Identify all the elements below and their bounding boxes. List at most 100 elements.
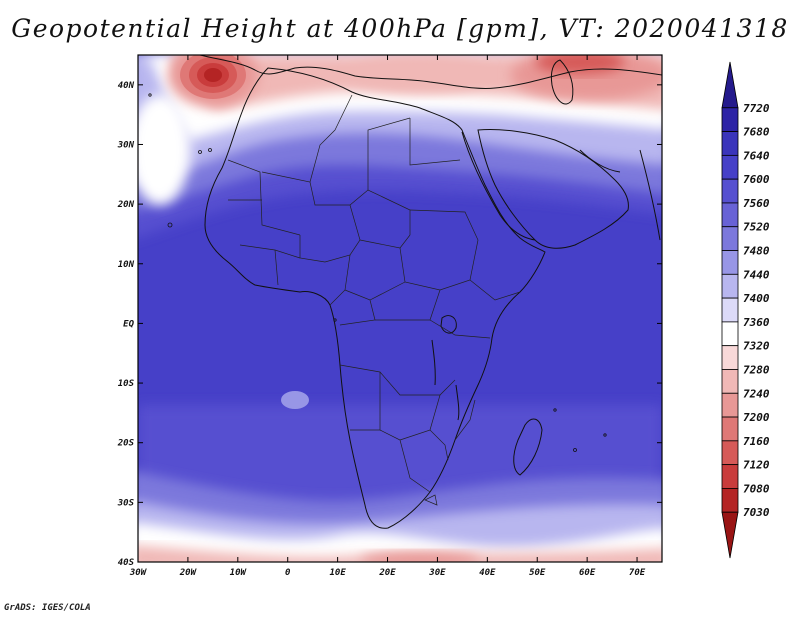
colorbar-swatch (721, 297, 739, 323)
colorbar-label: 7080 (743, 482, 770, 495)
border-segment (469, 279, 521, 301)
border-segment (399, 429, 449, 461)
country-borders (227, 94, 521, 506)
border-segment (379, 429, 431, 493)
low-ring-5 (204, 68, 222, 82)
coastline-africa (204, 67, 546, 529)
field-band-south-5 (138, 545, 662, 562)
colorbar-label: 7240 (743, 387, 770, 400)
lat-tick-label: 30N (117, 140, 135, 150)
colorbar-label: 7320 (743, 340, 770, 353)
coastline-persian-gulf (579, 149, 621, 173)
field-low-south (360, 552, 480, 562)
coastline-europe (199, 55, 662, 89)
colorbar-label: 7440 (743, 268, 770, 281)
island (573, 448, 577, 452)
coastline-lake-tanganyika (431, 339, 436, 386)
colorbar-swatch (721, 178, 739, 204)
lon-tick-label: 40E (479, 568, 496, 578)
colorbar-label: 7680 (743, 126, 770, 139)
coastline-lake-victoria (440, 315, 457, 334)
colorbar-swatch (721, 369, 739, 394)
border-segment (227, 159, 301, 236)
colorbar-swatch (721, 488, 739, 513)
colorbar-swatch (721, 226, 739, 251)
colorbar-swatch (721, 345, 739, 370)
field-south-patch (281, 391, 309, 409)
colorbar-label: 7120 (743, 459, 770, 472)
coastline-red-sea (461, 131, 536, 241)
border-segment (367, 117, 411, 190)
islands (148, 93, 607, 452)
colorbar-swatch (721, 392, 739, 418)
colorbar-label: 7600 (743, 173, 770, 186)
coastline-caspian (550, 59, 574, 105)
colorbar-swatch (721, 440, 739, 466)
lon-tick-label: 50E (529, 568, 546, 578)
colorbar-label: 7480 (743, 245, 770, 258)
lat-tick-label: 20N (117, 200, 135, 210)
island (208, 148, 212, 152)
grads-credit: GrADS: IGES/COLA (4, 603, 91, 613)
lon-tick-label: 20E (378, 568, 396, 578)
coastline-madagascar (513, 418, 543, 476)
colorbar-swatch (721, 321, 739, 347)
island (148, 93, 152, 97)
map-frame (137, 54, 663, 563)
colorbar-label: 7640 (743, 149, 770, 162)
axis-ticks: 30W 20W 10W 0 10E 20E 30E 40E 50E 60E 70E 40N 30N 20N… (117, 55, 662, 578)
island (333, 318, 337, 322)
map-panel (138, 55, 662, 562)
coastline-lake-malawi (455, 384, 460, 421)
coastline-arabia (477, 129, 629, 249)
island (167, 222, 173, 228)
island (603, 433, 607, 437)
border-segment (339, 364, 456, 396)
colorbar-swatch (721, 61, 739, 109)
colorbar-label: 7160 (743, 435, 770, 448)
coastlines (199, 55, 662, 529)
colorbar-swatch (721, 154, 739, 180)
lat-tick-label: 10S (118, 379, 135, 389)
lat-tick-label: EQ (123, 319, 134, 329)
lon-tick-label: 20W (179, 568, 198, 578)
lon-tick-label: 10E (329, 568, 346, 578)
border-segment (429, 394, 441, 431)
border-segment (429, 319, 491, 339)
border-segment (409, 118, 461, 166)
colorbar-label: 7520 (743, 221, 770, 234)
colorbar-swatch (721, 202, 739, 228)
lon-tick-label: 30W (129, 568, 148, 578)
colorbar-swatch (721, 131, 739, 156)
field-west-blob (138, 95, 190, 205)
lat-tick-label: 30S (117, 498, 135, 508)
colorbar-label: 7400 (743, 292, 770, 305)
border-segment (409, 209, 479, 241)
border-segment (274, 249, 279, 286)
lat-tick-label: 10N (118, 260, 135, 270)
field-center-pink (350, 57, 490, 93)
colorbar-swatch (721, 250, 739, 275)
lat-tick-label: 20S (117, 439, 135, 449)
lon-tick-label: 70E (629, 568, 646, 578)
border-segment (454, 399, 476, 441)
colorbar-label: 7030 (743, 506, 770, 519)
colorbar-swatch (721, 511, 739, 559)
colorbar-label: 7720 (743, 102, 770, 115)
colorbar-label: 7360 (743, 316, 770, 329)
colorbar-swatch (721, 416, 739, 442)
colorbar-swatch (721, 464, 739, 489)
colorbar-swatch (721, 273, 739, 299)
lon-tick-label: 10W (230, 568, 248, 578)
lat-tick-label: 40S (118, 558, 135, 568)
island (553, 408, 557, 412)
border-segment (309, 94, 353, 183)
field-band-south-4 (138, 522, 662, 562)
colorbar-label: 7200 (743, 411, 770, 424)
lon-tick-label: 60E (579, 568, 596, 578)
border-segment (299, 204, 361, 263)
coastline-india (639, 149, 661, 241)
lon-tick-label: 0 (285, 568, 291, 578)
colorbar: 7720 7680 7640 7600 7560 7520 7480 7440 7400 7360… (721, 61, 770, 559)
